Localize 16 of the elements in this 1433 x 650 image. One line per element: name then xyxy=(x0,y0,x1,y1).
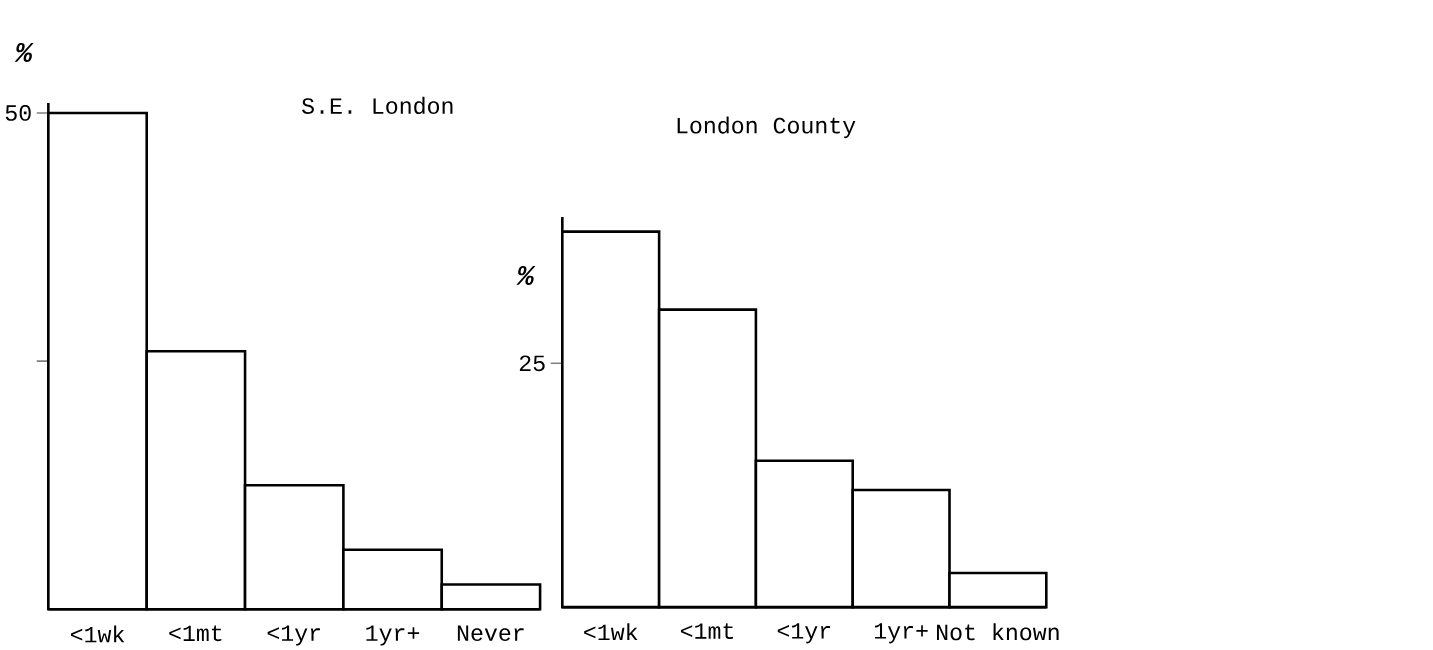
x-tick-label: <1wk xyxy=(70,625,125,643)
y-tick-label: 25 xyxy=(519,355,545,372)
y-axis-title: % xyxy=(516,266,536,286)
x-tick-label: Never xyxy=(457,625,524,642)
y-axis-title: % xyxy=(14,42,34,62)
x-tick-label: <1wk xyxy=(584,623,638,641)
y-tick-label: 50 xyxy=(5,105,31,121)
x-tick-label: <1mt xyxy=(680,623,733,639)
x-tick-label: <1yr xyxy=(267,625,321,646)
x-tick-label: Not known xyxy=(937,623,1059,641)
x-tick-label: <1yr xyxy=(777,623,831,644)
chart-title: London County xyxy=(677,116,856,139)
x-tick-label: 1yr+ xyxy=(874,623,928,644)
chart-title: S.E. London xyxy=(302,96,453,115)
x-tick-label: <1mt xyxy=(169,625,222,642)
x-tick-label: 1yr+ xyxy=(366,625,420,646)
